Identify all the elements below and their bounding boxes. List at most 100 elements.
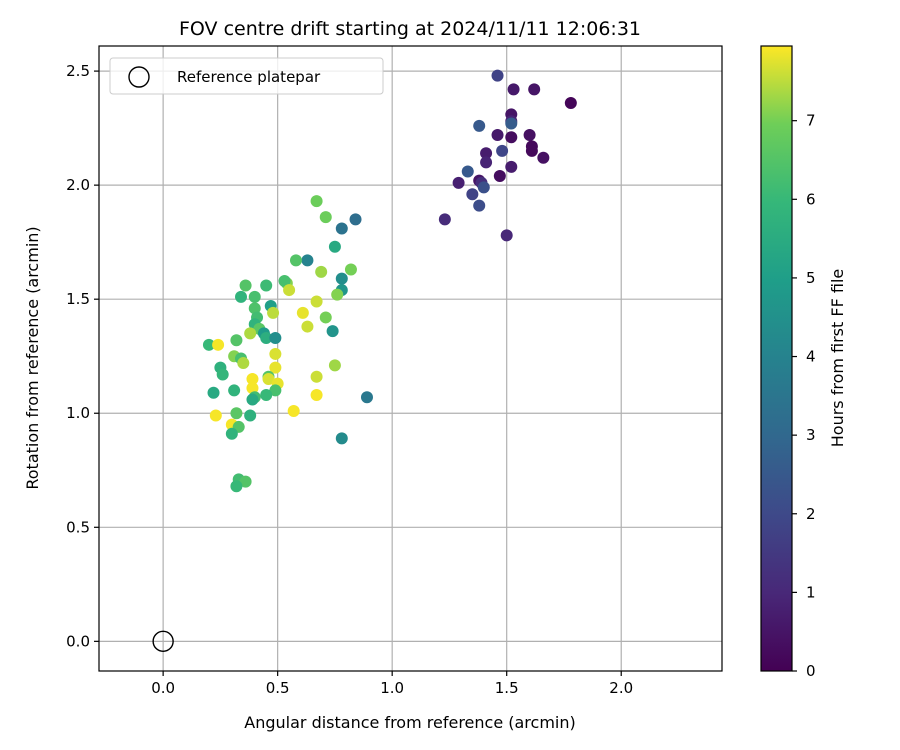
data-point xyxy=(269,331,282,344)
data-point xyxy=(310,195,323,208)
data-point xyxy=(326,325,339,338)
y-tick-label: 0.0 xyxy=(66,632,90,650)
data-point xyxy=(328,359,341,372)
colorbar-tick-label: 1 xyxy=(806,583,816,601)
data-point xyxy=(262,373,275,386)
colorbar-gradient xyxy=(760,45,793,672)
colorbar: 0 1 2 3 4 5 6 7 Hours from first FF file xyxy=(760,45,847,680)
y-tick-label: 2.5 xyxy=(66,62,90,80)
data-point xyxy=(269,384,282,397)
data-point xyxy=(523,128,536,141)
data-point xyxy=(248,290,261,303)
data-point xyxy=(301,254,314,267)
data-point xyxy=(452,176,465,189)
data-point xyxy=(493,170,506,183)
data-point xyxy=(269,347,282,360)
chart-title: FOV centre drift starting at 2024/11/11 … xyxy=(179,18,641,40)
legend-open-circle-icon xyxy=(128,66,150,88)
y-tick-label: 1.0 xyxy=(66,404,90,422)
colorbar-tick-label: 3 xyxy=(806,426,816,444)
data-point xyxy=(438,213,451,226)
y-tick-label: 0.5 xyxy=(66,518,90,536)
data-point xyxy=(491,69,504,82)
colorbar-tick-label: 5 xyxy=(806,269,816,287)
reference-platepar-marker xyxy=(152,630,174,653)
y-tick-label: 1.5 xyxy=(66,290,90,308)
colorbar-tick-label: 2 xyxy=(806,505,816,523)
grid-lines xyxy=(99,46,722,671)
data-point xyxy=(310,295,323,308)
plot-frame xyxy=(98,45,723,672)
y-tick-label: 2.0 xyxy=(66,176,90,194)
colorbar-label: Hours from first FF file xyxy=(828,269,847,448)
x-tick-label: 2.0 xyxy=(609,679,633,697)
colorbar-ticks: 0 1 2 3 4 5 6 7 xyxy=(792,112,816,680)
data-point xyxy=(328,240,341,253)
data-point xyxy=(301,320,314,333)
data-point xyxy=(260,331,273,344)
data-point xyxy=(287,404,300,417)
data-point xyxy=(466,188,479,201)
data-point xyxy=(537,151,550,164)
data-point xyxy=(237,357,250,370)
y-axis-label: Rotation from reference (arcmin) xyxy=(23,226,42,489)
data-point xyxy=(344,263,357,276)
data-point xyxy=(528,83,541,96)
data-points xyxy=(202,69,577,493)
y-axis-ticks: 0.0 0.5 1.0 1.5 2.0 2.5 xyxy=(66,62,99,650)
data-point xyxy=(335,432,348,445)
data-point xyxy=(525,144,538,157)
data-point xyxy=(296,306,309,319)
data-point xyxy=(216,368,229,381)
colorbar-tick-label: 7 xyxy=(806,112,816,130)
colorbar-tick-label: 6 xyxy=(806,190,816,208)
data-point xyxy=(278,274,291,287)
data-point xyxy=(269,361,282,374)
data-point xyxy=(230,407,243,420)
data-point xyxy=(228,384,241,397)
data-point xyxy=(480,156,493,169)
data-point xyxy=(331,288,344,301)
data-point xyxy=(239,279,252,292)
x-axis-ticks: 0.0 0.5 1.0 1.5 2.0 xyxy=(151,671,633,697)
legend: Reference platepar xyxy=(109,57,384,95)
data-point xyxy=(491,128,504,141)
legend-box xyxy=(109,57,384,95)
data-point xyxy=(473,199,486,212)
data-point xyxy=(310,370,323,383)
data-point xyxy=(315,265,328,278)
data-point xyxy=(202,338,215,351)
data-point xyxy=(480,147,493,160)
x-tick-label: 0.0 xyxy=(151,679,175,697)
data-point xyxy=(207,386,220,399)
data-point xyxy=(461,165,474,178)
data-point xyxy=(289,254,302,267)
data-point xyxy=(500,229,513,242)
colorbar-tick-label: 4 xyxy=(806,348,816,366)
data-point xyxy=(505,131,518,144)
data-point xyxy=(230,334,243,347)
data-point xyxy=(283,284,296,297)
data-point xyxy=(507,83,520,96)
x-tick-label: 1.0 xyxy=(380,679,404,697)
data-point xyxy=(246,382,259,395)
data-point xyxy=(246,373,259,386)
x-tick-label: 1.5 xyxy=(495,679,519,697)
data-point xyxy=(244,409,257,422)
data-point xyxy=(260,388,273,401)
legend-label-reference: Reference platepar xyxy=(177,68,321,86)
data-point xyxy=(310,388,323,401)
data-point xyxy=(267,306,280,319)
colorbar-tick-label: 0 xyxy=(806,662,816,680)
data-point xyxy=(244,327,257,340)
data-point xyxy=(212,338,225,351)
data-point xyxy=(235,290,248,303)
data-point xyxy=(335,222,348,235)
data-point xyxy=(349,213,362,226)
data-point xyxy=(209,409,222,422)
data-point xyxy=(505,160,518,173)
data-point xyxy=(319,211,332,224)
data-point xyxy=(246,393,259,406)
data-point xyxy=(477,181,490,194)
